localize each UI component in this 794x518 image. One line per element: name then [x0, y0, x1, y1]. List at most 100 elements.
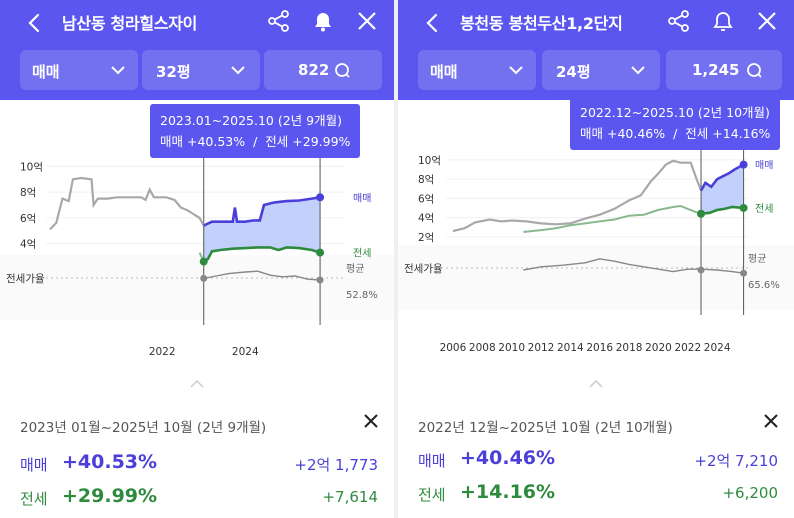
ratio-start-dot: [697, 266, 705, 274]
sale-label: 매매: [418, 452, 446, 470]
size-value: 24평: [556, 63, 591, 81]
sale-series-line: [699, 163, 745, 192]
bell-icon[interactable]: [310, 8, 336, 34]
y-tick-label: 10억: [418, 155, 441, 167]
chevron-up-icon[interactable]: [190, 380, 204, 388]
size-select[interactable]: 24평: [542, 50, 660, 90]
ratio-label: 전세가율: [6, 273, 45, 285]
sale-pct: +40.46%: [460, 447, 556, 469]
y-tick-label: 6억: [418, 193, 434, 205]
back-arrow-icon[interactable]: [24, 12, 46, 34]
y-tick-label: 8억: [418, 174, 434, 186]
page-title: 봉천동 봉천두산1,2단지: [460, 14, 623, 33]
close-icon[interactable]: [754, 8, 780, 34]
size-select[interactable]: 32평: [142, 50, 260, 90]
share-icon[interactable]: [266, 8, 292, 34]
comments-button[interactable]: 822: [264, 50, 382, 90]
trade-type-select[interactable]: 매매: [418, 50, 536, 90]
close-icon[interactable]: [354, 8, 380, 34]
chevron-up-icon[interactable]: [589, 380, 603, 388]
selection-tooltip: 2022.12~2025.10 (2년 10개월) 매매 +40.46% / 전…: [570, 96, 781, 150]
comments-button[interactable]: 1,245: [666, 50, 782, 90]
trade-type-value: 매매: [32, 63, 60, 81]
sale-end-dot: [739, 160, 748, 169]
close-icon[interactable]: [762, 412, 780, 430]
jeonse-series-line: [203, 246, 321, 263]
sale-series-label: 매매: [755, 160, 773, 172]
tooltip-period: 2022.12~2025.10 (2년 10개월): [580, 105, 770, 120]
x-tick-label: 2008: [469, 342, 496, 354]
avg-label: 평균: [748, 253, 766, 265]
trade-type-select[interactable]: 매매: [20, 50, 138, 90]
ratio-band: [0, 255, 394, 320]
tooltip-changes: 매매 +40.46% / 전세 +14.16%: [580, 123, 770, 144]
sale-jeonse-gap-area: [203, 197, 321, 262]
sale-end-dot: [316, 193, 325, 202]
summary-panel: 2023년 01월~2025년 10월 (2년 9개월) 매매 +40.53% …: [0, 378, 394, 518]
bell-icon[interactable]: [710, 8, 736, 34]
tooltip-separator: /: [253, 134, 258, 149]
y-tick-label: 2억: [418, 232, 434, 244]
chevron-down-icon: [111, 66, 125, 75]
share-icon[interactable]: [666, 8, 692, 34]
comment-icon: [747, 63, 762, 78]
jeonse-end-dot: [316, 248, 325, 257]
page-title: 남산동 청라힐스자이: [62, 14, 198, 33]
ratio-label: 전세가율: [404, 263, 443, 275]
chevron-down-icon: [631, 66, 645, 75]
x-tick-label: 2022: [149, 346, 176, 358]
tooltip-jeonse-label: 전세: [685, 126, 709, 141]
summary-range: 2022년 12월~2025년 10월 (2년 10개월): [418, 420, 673, 436]
size-value: 32평: [156, 63, 191, 81]
comments-count: 822: [298, 61, 330, 79]
summary-panel: 2022년 12월~2025년 10월 (2년 10개월) 매매 +40.46%…: [398, 378, 794, 518]
avg-label: 평균: [346, 263, 364, 275]
x-tick-label: 2020: [645, 342, 672, 354]
app-header: 봉천동 봉천두산1,2단지 매매 24평 1,245: [398, 0, 794, 100]
sale-series-line-history: [452, 159, 703, 233]
x-tick-label: 2010: [498, 342, 525, 354]
x-tick-label: 2018: [616, 342, 643, 354]
jeonse-series-label: 전세: [755, 203, 773, 215]
sale-amount: +2억 1,773: [294, 456, 378, 474]
ratio-end-dot: [740, 269, 748, 277]
price-chart[interactable]: 10억8억6억4억2억0전세가율평균65.6%매매전세2006200820102…: [398, 100, 794, 380]
chevron-down-icon: [231, 66, 245, 75]
chevron-down-icon: [509, 66, 523, 75]
jeonse-amount: +6,200: [722, 484, 778, 502]
sale-pct: +40.53%: [62, 451, 158, 473]
tooltip-sale-label: 매매: [580, 126, 604, 141]
jeonse-series-line-history: [523, 204, 702, 233]
back-arrow-icon[interactable]: [422, 12, 444, 34]
jeonse-label: 전세: [418, 486, 446, 504]
sale-label: 매매: [20, 456, 48, 474]
x-tick-label: 2022: [674, 342, 701, 354]
tooltip-separator: /: [673, 126, 678, 141]
x-tick-label: 2012: [528, 342, 555, 354]
app-header: 남산동 청라힐스자이 매매 32평 822: [0, 0, 394, 100]
ratio-series-line: [523, 258, 744, 274]
sale-series-label: 매매: [353, 192, 371, 204]
trade-type-value: 매매: [430, 63, 458, 81]
tooltip-sale-change: +40.46%: [607, 126, 666, 141]
ratio-end-dot: [316, 276, 324, 284]
y-tick-label: 4억: [20, 239, 36, 251]
ratio-series-line: [203, 270, 321, 281]
jeonse-pct: +29.99%: [62, 485, 158, 507]
jeonse-series-line: [700, 205, 744, 215]
jeonse-start-dot: [697, 209, 706, 218]
panel-right: 봉천동 봉천두산1,2단지 매매 24평 1,245 10억8억6억4억2억0전…: [398, 0, 794, 518]
close-icon[interactable]: [362, 412, 380, 430]
sale-jeonse-gap-area: [701, 164, 744, 214]
tooltip-sale-label: 매매: [160, 134, 184, 149]
tooltip-period: 2023.01~2025.10 (2년 9개월): [160, 113, 342, 128]
jeonse-label: 전세: [20, 490, 48, 508]
sale-series-line-history: [49, 176, 205, 231]
summary-range: 2023년 01월~2025년 10월 (2년 9개월): [20, 420, 267, 436]
tooltip-jeonse-label: 전세: [265, 134, 289, 149]
panel-left: 남산동 청라힐스자이 매매 32평 822 10억8억6억4억2억전세가율평균5…: [0, 0, 394, 518]
ratio-band: [398, 245, 794, 310]
selection-tooltip: 2023.01~2025.10 (2년 9개월) 매매 +40.53% / 전세…: [150, 104, 361, 158]
avg-value: 65.6%: [748, 280, 780, 291]
